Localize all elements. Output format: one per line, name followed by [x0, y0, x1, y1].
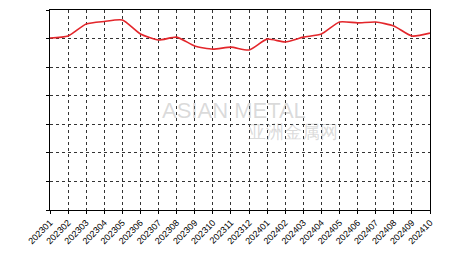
svg-text:202305: 202305: [99, 218, 127, 246]
svg-text:202407: 202407: [352, 218, 380, 246]
svg-text:202312: 202312: [225, 218, 253, 246]
svg-text:202401: 202401: [243, 218, 271, 246]
svg-text:202301: 202301: [26, 218, 54, 246]
svg-text:202405: 202405: [316, 218, 344, 246]
svg-text:202308: 202308: [153, 218, 181, 246]
svg-text:202307: 202307: [135, 218, 163, 246]
svg-text:202410: 202410: [406, 218, 434, 246]
svg-text:202303: 202303: [62, 218, 90, 246]
svg-text:202409: 202409: [388, 218, 416, 246]
svg-text:202306: 202306: [117, 218, 145, 246]
svg-text:202309: 202309: [171, 218, 199, 246]
svg-text:202302: 202302: [44, 218, 72, 246]
svg-text:202404: 202404: [298, 218, 326, 246]
svg-text:202311: 202311: [208, 218, 236, 246]
svg-text:202402: 202402: [262, 218, 290, 246]
svg-text:202406: 202406: [334, 218, 362, 246]
svg-text:202310: 202310: [189, 218, 217, 246]
svg-text:202304: 202304: [81, 218, 109, 246]
svg-text:ASIAN METAL: ASIAN METAL: [162, 98, 306, 123]
svg-text:202403: 202403: [280, 218, 308, 246]
svg-text:亚洲金属网: 亚洲金属网: [248, 121, 338, 142]
svg-text:202408: 202408: [370, 218, 398, 246]
